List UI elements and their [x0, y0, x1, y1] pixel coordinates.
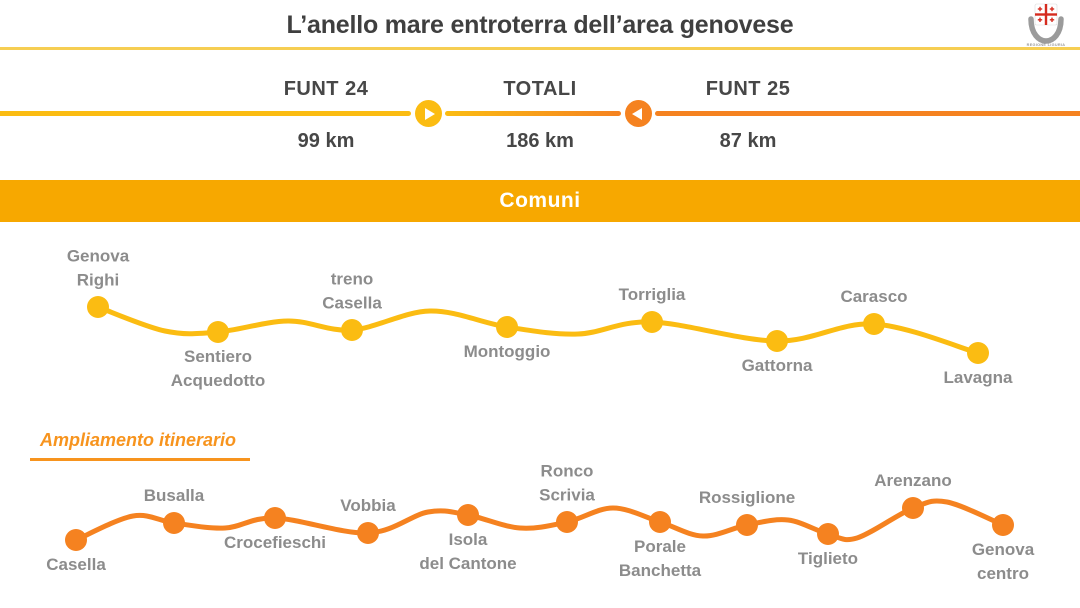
- ampliamento-stop-dot: [65, 529, 87, 551]
- page-title: L’anello mare entroterra dell’area genov…: [286, 11, 794, 39]
- ampliamento-stop-label: Vobbia: [340, 496, 396, 516]
- comuni-stop-dot: [341, 319, 363, 341]
- ampliamento-stop-label: Genova centro: [971, 540, 1035, 583]
- comuni-stop-label: Sentiero Acquedotto: [170, 347, 266, 390]
- ampliamento-stop-label: Busalla: [143, 486, 205, 506]
- ampliamento-stop-dot: [817, 523, 839, 545]
- ampliamento-stop-dot: [649, 511, 671, 533]
- comuni-stop-dot: [967, 342, 989, 364]
- comuni-stop-dot: [87, 296, 109, 318]
- comuni-stop-dot: [207, 321, 229, 343]
- comuni-stop-label: Lavagna: [943, 368, 1013, 387]
- stat-label-funt25: FUNT 25: [705, 78, 791, 100]
- ampliamento-stop-dot: [163, 512, 185, 534]
- ampliamento-stop-label: Porale Banchetta: [618, 537, 702, 580]
- comuni-stop-label: Genova Righi: [66, 246, 130, 290]
- ampliamento-stop-dot: [902, 497, 924, 519]
- comuni-stop-label: Carasco: [840, 287, 908, 307]
- comuni-stop-dot: [863, 313, 885, 335]
- ampliamento-stop-label: Rossiglione: [698, 488, 796, 508]
- comuni-stop-label: Gattorna: [741, 356, 813, 375]
- comuni-stop-dot: [496, 316, 518, 338]
- ampliamento-stop-dot: [357, 522, 379, 544]
- regione-liguria-logo: REGIONE LIGURIA: [1027, 3, 1066, 47]
- stats-line-yellow: [0, 111, 411, 116]
- play-backward-marker: [625, 100, 652, 127]
- ampliamento-stop-dot: [736, 514, 758, 536]
- ampliamento-route-line: [73, 498, 1006, 543]
- stat-label-funt24: FUNT 24: [283, 78, 369, 100]
- comuni-stop-label: Torriglia: [618, 285, 686, 305]
- stat-value-totali: 186 km: [506, 130, 574, 152]
- stats-line-gradient: [445, 111, 621, 116]
- stat-value-funt24: 99 km: [297, 130, 355, 152]
- triangle-right-icon: [425, 107, 435, 120]
- comuni-stop-label: treno Casella: [322, 269, 382, 313]
- ampliamento-stop-label: Tiglieto: [797, 549, 859, 568]
- comuni-stop-dot: [766, 330, 788, 352]
- banner-label: Comuni: [499, 189, 581, 212]
- ampliamento-stop-label: Ronco Scrivia: [539, 461, 595, 505]
- ampliamento-stop-label: Casella: [46, 555, 106, 574]
- title-underline: [0, 47, 1080, 50]
- comuni-stop-dot: [641, 311, 663, 333]
- comuni-banner: Comuni: [0, 180, 1080, 222]
- ampliamento-heading: Ampliamento itinerario: [40, 430, 237, 450]
- logo-red-crosses: [1035, 4, 1057, 25]
- comuni-stop-label: Montoggio: [463, 342, 551, 361]
- ampliamento-stop-dot: [992, 514, 1014, 536]
- ampliamento-stop-label: Arenzano: [874, 471, 952, 491]
- stats-line-orange: [655, 111, 1080, 116]
- ampliamento-underline: [30, 458, 250, 461]
- stat-value-funt25: 87 km: [719, 130, 777, 152]
- logo-caption: REGIONE LIGURIA: [1027, 43, 1066, 47]
- ampliamento-stop-label: Isola del Cantone: [419, 530, 517, 573]
- ampliamento-stop-dot: [556, 511, 578, 533]
- ampliamento-stop-dot: [457, 504, 479, 526]
- logo-gray-arc: [1028, 16, 1064, 44]
- ampliamento-stop-label: Crocefieschi: [223, 533, 327, 552]
- stat-label-totali: TOTALI: [503, 78, 577, 100]
- play-forward-marker: [415, 100, 442, 127]
- triangle-left-icon: [632, 107, 642, 120]
- ampliamento-stop-dot: [264, 507, 286, 529]
